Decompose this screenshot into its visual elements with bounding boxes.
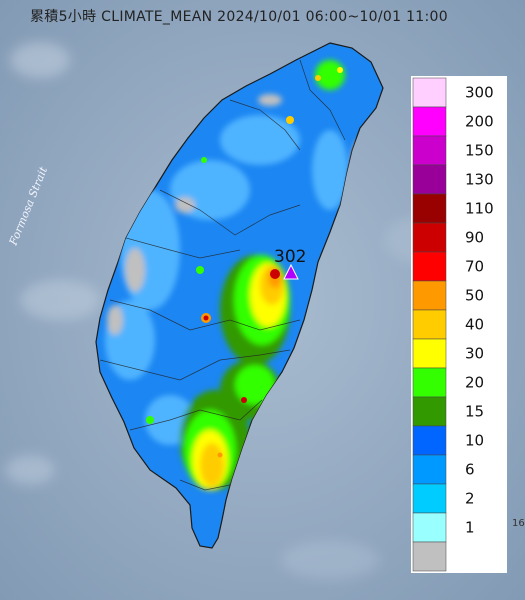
legend-swatch bbox=[412, 367, 447, 398]
legend-label: 15 bbox=[465, 403, 484, 421]
corner-tick: 16 bbox=[512, 518, 525, 529]
map-title: 累積5小時 CLIMATE_MEAN 2024/10/01 06:00~10/0… bbox=[30, 9, 448, 25]
legend-swatch bbox=[412, 454, 447, 485]
legend-swatch bbox=[412, 222, 447, 253]
legend: 300 200 150 130 110 90 70 50 40 30 20 15 10 6 2 1 bbox=[411, 76, 507, 573]
legend-label: 90 bbox=[465, 229, 484, 247]
legend-label: 2 bbox=[465, 490, 475, 508]
legend-swatch bbox=[412, 251, 447, 282]
triangle-marker bbox=[283, 263, 299, 280]
legend-swatch bbox=[412, 280, 447, 311]
legend-label: 6 bbox=[465, 461, 475, 479]
legend-label: 150 bbox=[465, 142, 494, 160]
legend-label: 50 bbox=[465, 287, 484, 305]
legend-swatch bbox=[412, 338, 447, 369]
legend-label: 40 bbox=[465, 316, 484, 334]
legend-swatch bbox=[412, 106, 447, 137]
legend-label: 20 bbox=[465, 374, 484, 392]
rainfall-field bbox=[105, 60, 368, 490]
legend-label: 10 bbox=[465, 432, 484, 450]
peak-value-label: 302 bbox=[274, 247, 306, 267]
legend-label: 110 bbox=[465, 200, 494, 218]
legend-label: 1 bbox=[465, 519, 475, 537]
legend-label: 300 bbox=[465, 84, 494, 102]
legend-swatch bbox=[412, 541, 447, 572]
legend-label: 30 bbox=[465, 345, 484, 363]
legend-swatch bbox=[412, 193, 447, 224]
legend-swatch bbox=[412, 164, 447, 195]
legend-label: 130 bbox=[465, 171, 494, 189]
legend-swatch bbox=[412, 512, 447, 543]
legend-swatch bbox=[412, 396, 447, 427]
county-boundaries bbox=[99, 59, 346, 491]
legend-swatch bbox=[412, 483, 447, 514]
legend-swatch bbox=[412, 309, 447, 340]
legend-label: 200 bbox=[465, 113, 494, 131]
legend-label: 70 bbox=[465, 258, 484, 276]
legend-swatch bbox=[412, 135, 447, 166]
legend-swatch bbox=[412, 77, 447, 108]
legend-swatch bbox=[412, 425, 447, 456]
